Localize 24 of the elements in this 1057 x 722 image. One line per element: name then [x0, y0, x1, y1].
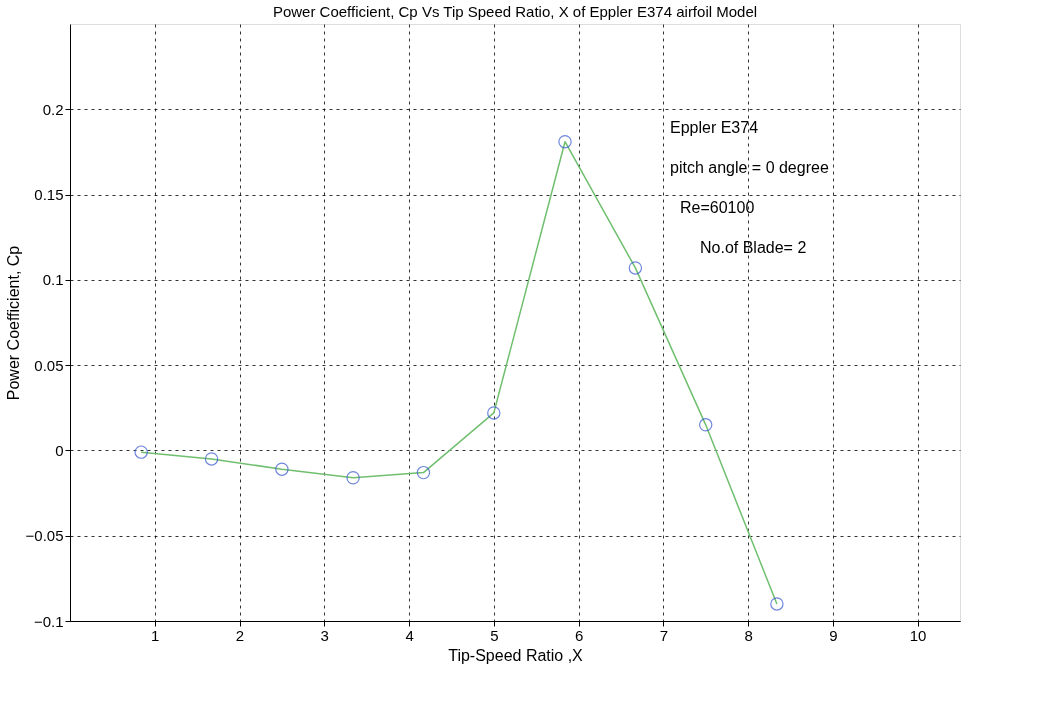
y-tick-label: 0.1 — [42, 271, 64, 289]
annotation: Eppler E374 — [670, 119, 759, 136]
y-tick-label: 0.2 — [42, 100, 64, 118]
x-tick-label: 6 — [574, 626, 584, 644]
y-tick-label: 0 — [55, 441, 64, 459]
x-tick-label: 1 — [151, 626, 160, 644]
x-tick-label: 2 — [235, 626, 245, 644]
x-tick-label: 5 — [490, 626, 499, 644]
y-tick-label: 0.05 — [34, 356, 64, 374]
x-axis-title: Tip-Speed Ratio ,X — [448, 646, 584, 664]
x-tick-label: 9 — [829, 626, 838, 644]
x-tick-label: 4 — [405, 626, 414, 644]
y-tick-label: −0.05 — [25, 527, 64, 545]
annotation: No.of Blade= 2 — [700, 239, 807, 256]
x-tick-label: 3 — [320, 626, 329, 644]
y-tick-label: 0.15 — [34, 186, 64, 204]
x-tick-label: 10 — [909, 626, 927, 644]
chart-title: Power Coefficient, Cp Vs Tip Speed Ratio, X of Eppler E374 airfoil Model — [272, 3, 758, 20]
y-tick-label: −0.1 — [33, 612, 64, 630]
annotation: pitch angle = 0 degree — [670, 159, 829, 176]
y-axis-title: Power Coefficient, Cp — [4, 245, 22, 401]
annotation: Re=60100 — [680, 199, 755, 216]
x-tick-label: 7 — [659, 626, 669, 644]
x-tick-label: 8 — [744, 626, 753, 644]
